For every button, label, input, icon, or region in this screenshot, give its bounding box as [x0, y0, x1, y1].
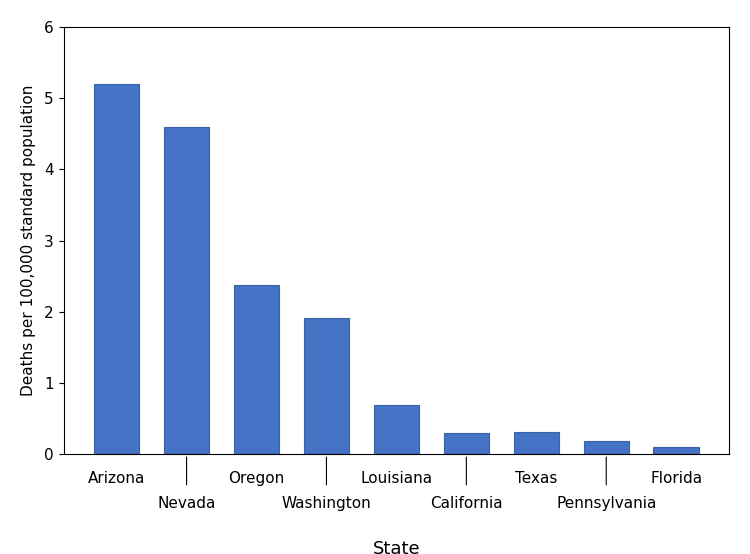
Text: Texas: Texas [515, 471, 557, 486]
Text: Pennsylvania: Pennsylvania [556, 496, 656, 511]
Bar [234, 285, 279, 454]
Bar [164, 126, 209, 454]
Y-axis label: Deaths per 100,000 standard population: Deaths per 100,000 standard population [21, 85, 36, 396]
Text: Florida: Florida [650, 471, 702, 486]
Text: California: California [430, 496, 502, 511]
Bar [514, 432, 559, 454]
Bar [304, 318, 350, 454]
Bar [584, 441, 629, 454]
Bar [443, 433, 489, 454]
Text: Oregon: Oregon [229, 471, 285, 486]
Text: State: State [373, 540, 420, 554]
Bar [653, 447, 699, 454]
Text: Washington: Washington [281, 496, 371, 511]
Text: Louisiana: Louisiana [360, 471, 433, 486]
Text: Nevada: Nevada [158, 496, 216, 511]
Bar [94, 84, 140, 454]
Text: Arizona: Arizona [88, 471, 146, 486]
Bar [374, 405, 419, 454]
